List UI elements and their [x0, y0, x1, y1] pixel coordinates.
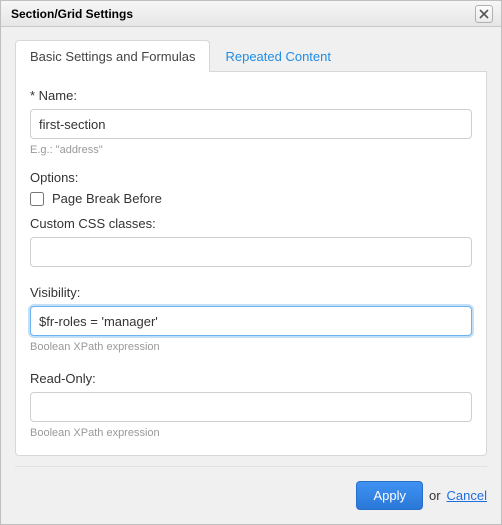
dialog-title: Section/Grid Settings — [11, 7, 133, 21]
tab-panel: Name: E.g.: "address" Options: Page Brea… — [15, 72, 487, 456]
tab-repeated-content[interactable]: Repeated Content — [210, 40, 346, 72]
css-input[interactable] — [30, 237, 472, 267]
dialog: Section/Grid Settings Basic Settings and… — [0, 0, 502, 525]
visibility-label: Visibility: — [30, 285, 472, 300]
readonly-hint: Boolean XPath expression — [30, 427, 472, 439]
cancel-link-label: Cancel — [447, 488, 487, 503]
close-icon — [479, 9, 489, 19]
cancel-link[interactable]: Cancel — [447, 488, 487, 503]
apply-button[interactable]: Apply — [356, 481, 423, 510]
dialog-footer: Apply or Cancel — [15, 466, 487, 510]
tabs: Basic Settings and Formulas Repeated Con… — [1, 27, 501, 72]
tab-basic-settings[interactable]: Basic Settings and Formulas — [15, 40, 210, 72]
visibility-hint: Boolean XPath expression — [30, 341, 472, 353]
apply-button-label: Apply — [373, 488, 406, 503]
readonly-input[interactable] — [30, 392, 472, 422]
or-text: or — [429, 488, 441, 503]
name-input[interactable] — [30, 109, 472, 139]
tab-label: Basic Settings and Formulas — [30, 49, 195, 64]
close-button[interactable] — [475, 5, 493, 23]
tab-label: Repeated Content — [225, 49, 331, 64]
titlebar: Section/Grid Settings — [1, 1, 501, 27]
page-break-checkbox[interactable] — [30, 192, 44, 206]
readonly-label: Read-Only: — [30, 371, 472, 386]
page-break-label: Page Break Before — [52, 191, 162, 206]
css-label: Custom CSS classes: — [30, 216, 472, 231]
visibility-input[interactable] — [30, 306, 472, 336]
options-label: Options: — [30, 170, 472, 185]
name-hint: E.g.: "address" — [30, 144, 472, 156]
name-label: Name: — [30, 88, 472, 103]
